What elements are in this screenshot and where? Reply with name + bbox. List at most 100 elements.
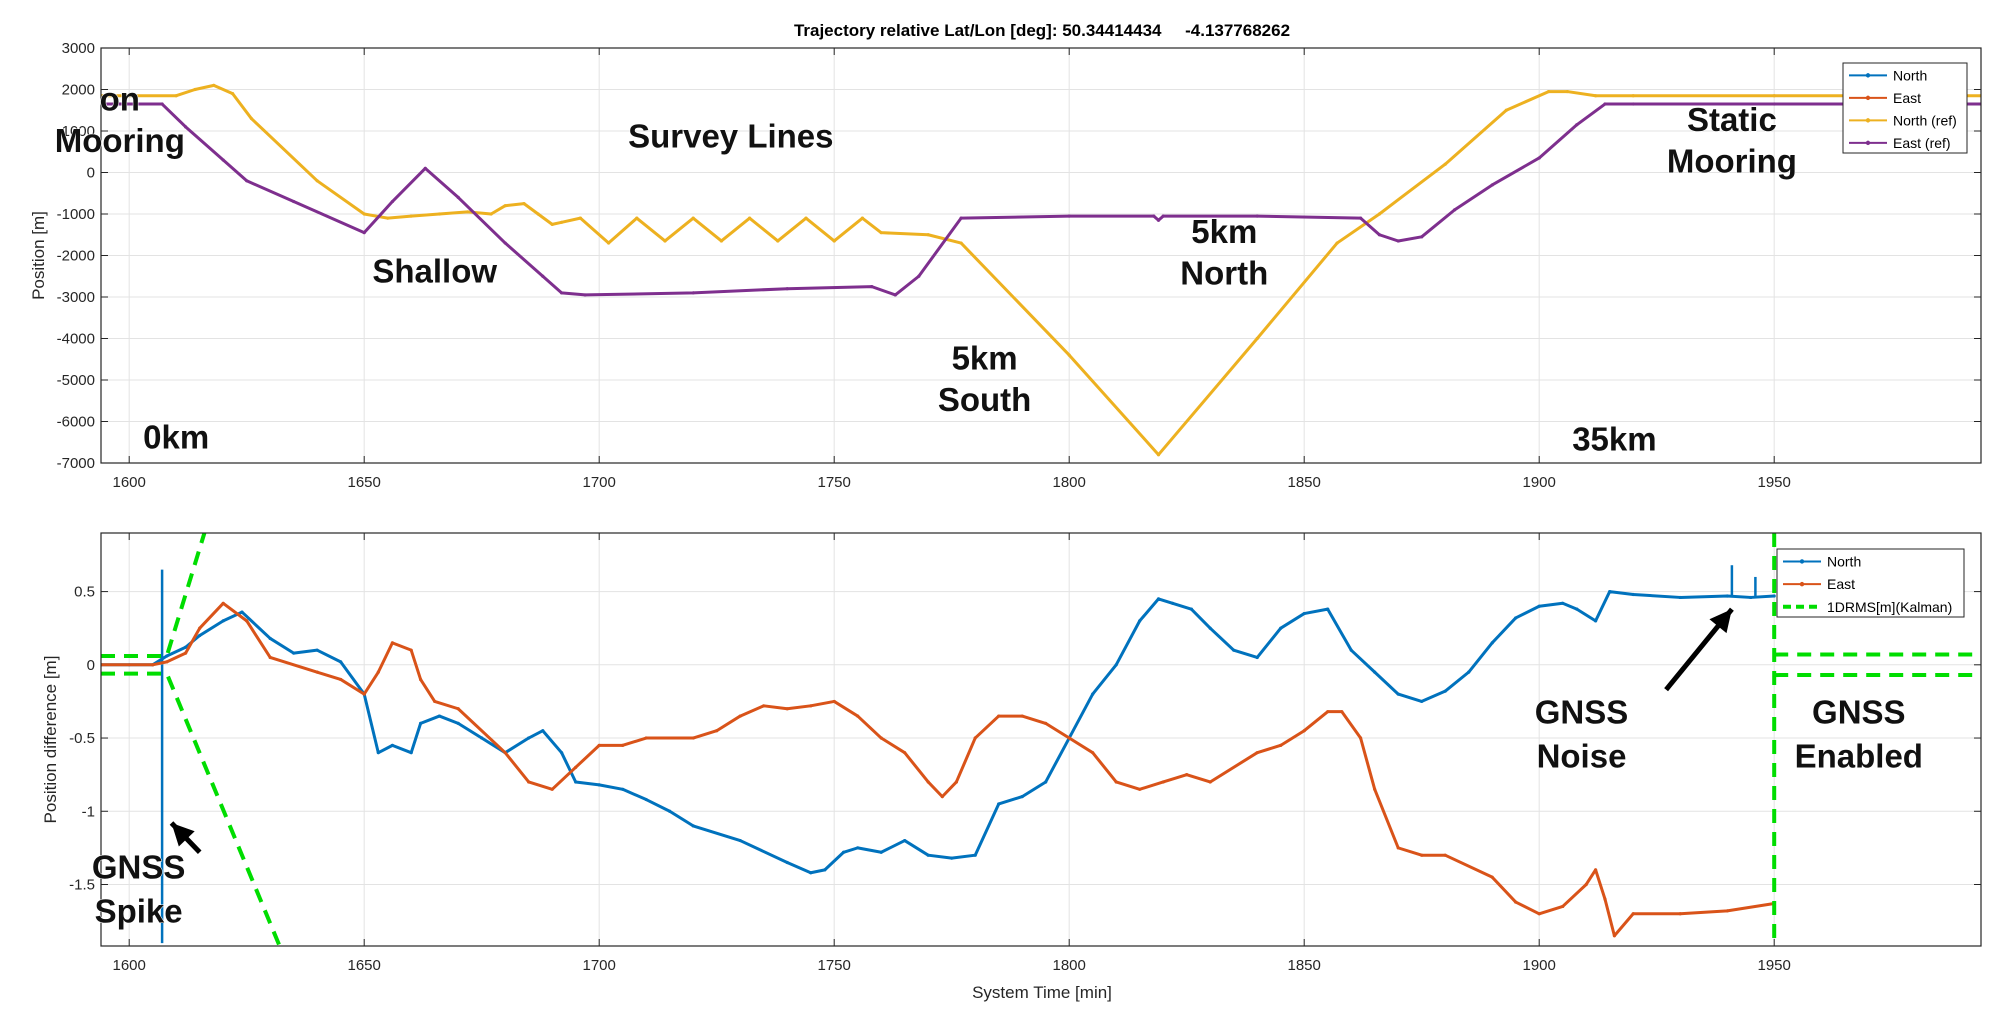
series-east-point: [1594, 868, 1598, 872]
y-tick-label: -0.5: [69, 730, 95, 747]
series-east-ref-point: [1152, 214, 1156, 218]
series-north-point: [574, 780, 578, 784]
y-tick-label: 0: [87, 165, 95, 182]
series-north-ref-point: [1156, 453, 1161, 457]
series-north-point: [1396, 692, 1400, 696]
x-tick-label: 1650: [348, 474, 381, 491]
series-east-ref-point: [870, 285, 874, 289]
series-north-point: [668, 809, 672, 813]
legend-item-east-ref-label: East (ref): [1893, 135, 1951, 151]
annotation-label: GNSS: [92, 849, 186, 886]
series-north-point: [856, 846, 860, 850]
series-north-ref-point: [362, 212, 366, 216]
series-east-point: [879, 736, 883, 740]
series-north-point: [315, 648, 319, 652]
series-east-ref-point: [245, 179, 249, 183]
series-east-ref-point: [1161, 214, 1165, 218]
series-east-ref-point: [1420, 235, 1424, 239]
series-north-ref-point: [1443, 162, 1447, 166]
series-north-point: [541, 729, 545, 733]
series-east-point: [1091, 751, 1095, 755]
series-east-ref-point: [1453, 208, 1457, 212]
series-east-ref-point: [959, 216, 963, 220]
series-north-point: [1537, 604, 1541, 608]
y-tick-label: -3000: [57, 289, 95, 306]
series-north-point: [1279, 626, 1283, 630]
series-east-point: [762, 704, 766, 708]
series-east-point: [527, 780, 531, 784]
series-east-point: [456, 707, 460, 711]
series-north-point: [292, 651, 296, 655]
series-east-point: [738, 714, 742, 718]
annotation-label: Spike: [95, 893, 183, 930]
series-east-ref-point: [893, 293, 897, 297]
y-tick-label: -5000: [57, 372, 95, 389]
legend-item-east-marker: [1799, 581, 1805, 587]
series-east-ref-point: [1490, 183, 1494, 187]
series-east-ref-point: [390, 199, 394, 204]
series-north-ref-point: [1377, 212, 1381, 216]
series-north-point: [738, 838, 742, 843]
series-north-point: [1020, 795, 1024, 799]
annotation-arrow-head: [171, 822, 195, 847]
series-north-ref-point: [1504, 108, 1508, 112]
y-tick-label: -1000: [57, 206, 95, 223]
series-east-point: [1537, 912, 1541, 916]
series-north-point: [1255, 655, 1259, 660]
series-east-ref-point: [160, 102, 164, 106]
legend-item-east-label: East: [1827, 576, 1855, 592]
y-tick-label: 2000: [62, 82, 95, 99]
series-east-point: [503, 751, 507, 755]
legend-item-east-label: East: [1893, 90, 1921, 106]
series-north-ref-point: [1631, 94, 1635, 98]
series-north-point: [1044, 780, 1048, 784]
series-east-point: [809, 704, 813, 708]
series-east-point: [1584, 882, 1588, 887]
series-north-point: [997, 802, 1001, 806]
annotation-label: Survey Lines: [628, 118, 833, 155]
series-east-point: [1138, 787, 1142, 791]
series-east-ref-point: [1537, 156, 1541, 160]
series-east-point: [785, 707, 789, 711]
y-tick-label: 0: [87, 657, 95, 674]
y-tick-label: 0.5: [74, 584, 95, 601]
series-layer: [101, 533, 1981, 946]
series-east-ref-point: [1772, 102, 1776, 106]
series-north-point: [1189, 607, 1193, 611]
series-north-point: [1678, 595, 1682, 600]
series-north-ref-point: [879, 231, 883, 235]
annotation-arrow-head: [1709, 609, 1732, 634]
x-tick-label: 1800: [1053, 957, 1086, 974]
series-east-ref-point: [1631, 102, 1635, 106]
series-north-point: [437, 714, 441, 718]
series-east-point: [1612, 934, 1616, 938]
series-east-point: [856, 714, 860, 718]
series-north-ref-point: [776, 239, 780, 243]
series-north-point: [339, 660, 343, 664]
series-north-ref-point: [212, 83, 216, 87]
series-north-point: [785, 860, 789, 865]
series-north-point: [1091, 692, 1095, 696]
series-north-point: [198, 633, 202, 638]
series-east-point: [390, 641, 394, 645]
series-north-point: [842, 850, 846, 854]
series-north-ref-point: [503, 204, 507, 208]
series-east-point: [1161, 780, 1165, 784]
series-north-point: [165, 654, 169, 658]
series-north-point: [1114, 663, 1118, 667]
series-north-point: [1232, 648, 1236, 652]
series-north-ref-point: [926, 233, 930, 237]
y-tick-label: -1.5: [69, 876, 95, 893]
series-east-point: [1067, 736, 1071, 740]
annotation-label: GNSS: [1535, 693, 1629, 730]
series-east-point: [1185, 773, 1189, 777]
series-east-point: [1114, 780, 1118, 784]
series-east-point: [1561, 904, 1565, 909]
bottom-plot: 1600 1650 1700 1750 1800 1850 1900 1950 0.5 0 -0.5…: [41, 532, 1982, 974]
series-north-point: [1490, 641, 1494, 645]
series-east-point: [315, 670, 319, 674]
series-north-point: [1349, 648, 1353, 652]
series-east-point: [1326, 710, 1330, 714]
x-tick-label: 1700: [583, 957, 616, 974]
